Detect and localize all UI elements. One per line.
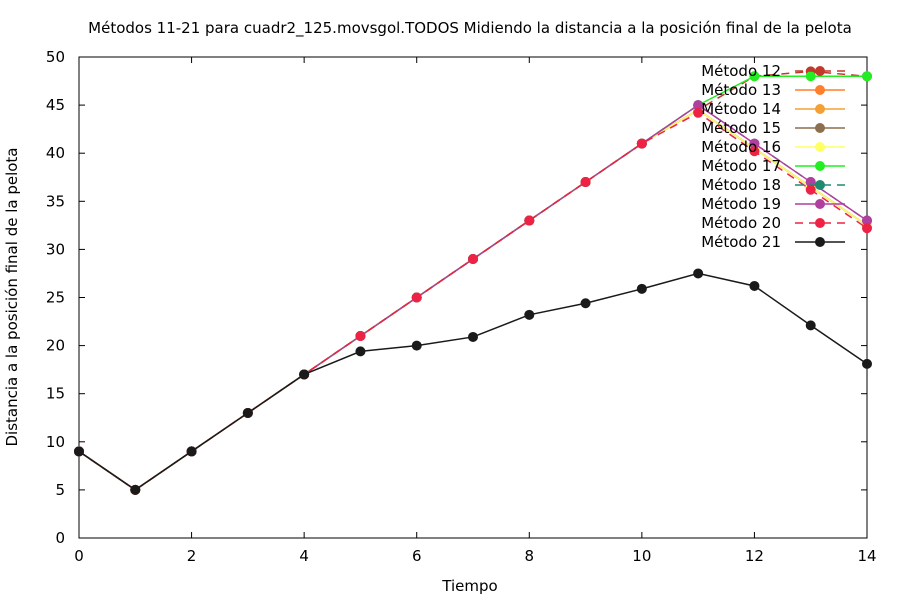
data-point bbox=[749, 146, 760, 157]
legend-label: Método 13 bbox=[701, 81, 781, 99]
y-tick-label: 20 bbox=[46, 337, 65, 355]
legend-item: Método 14 bbox=[701, 100, 845, 118]
legend-item: Método 20 bbox=[701, 214, 845, 232]
data-point bbox=[468, 331, 478, 342]
x-tick-label: 8 bbox=[525, 547, 535, 565]
y-tick-label: 10 bbox=[46, 433, 65, 451]
data-point bbox=[862, 358, 872, 369]
y-tick-label: 15 bbox=[46, 385, 65, 403]
legend-item: Método 17 bbox=[701, 157, 845, 175]
x-tick-label: 4 bbox=[299, 547, 309, 565]
legend-item: Método 19 bbox=[701, 195, 845, 213]
x-axis-ticks: 0 2 4 6 8 10 12 14 bbox=[74, 57, 877, 565]
legend-item: Método 18 bbox=[701, 176, 845, 194]
data-point bbox=[862, 71, 872, 82]
legend-item: Método 15 bbox=[701, 119, 845, 137]
legend-marker bbox=[815, 237, 825, 247]
data-point bbox=[580, 177, 591, 188]
data-point bbox=[749, 280, 760, 291]
series-line bbox=[78, 272, 868, 491]
legend-marker bbox=[815, 123, 825, 133]
x-tick-label: 10 bbox=[632, 547, 651, 565]
series-21 bbox=[74, 268, 872, 495]
data-point bbox=[186, 446, 197, 457]
legend-label: Método 18 bbox=[701, 176, 781, 194]
legend-item: Método 21 bbox=[701, 233, 845, 251]
data-point bbox=[130, 484, 141, 495]
legend-label: Método 21 bbox=[701, 233, 781, 251]
data-point bbox=[524, 215, 535, 226]
data-point bbox=[862, 215, 872, 226]
legend-item: Método 12 bbox=[701, 62, 845, 80]
data-point bbox=[693, 107, 704, 118]
data-point bbox=[636, 138, 647, 149]
legend-marker bbox=[815, 199, 825, 209]
y-axis-label: Distancia a la posición final de la pelo… bbox=[3, 147, 21, 446]
x-tick-label: 14 bbox=[857, 547, 876, 565]
legend-marker bbox=[815, 66, 825, 76]
x-axis-label: Tiempo bbox=[441, 577, 497, 595]
y-tick-label: 40 bbox=[46, 144, 65, 162]
data-point bbox=[862, 223, 872, 234]
legend-label: Método 14 bbox=[701, 100, 781, 118]
legend-label: Método 15 bbox=[701, 119, 781, 137]
data-point bbox=[805, 320, 816, 331]
legend-item: Método 16 bbox=[701, 138, 845, 156]
legend-label: Método 16 bbox=[701, 138, 781, 156]
data-point bbox=[411, 292, 422, 303]
data-point bbox=[299, 369, 310, 380]
x-tick-label: 0 bbox=[74, 547, 84, 565]
legend-marker bbox=[815, 104, 825, 114]
data-point bbox=[355, 330, 366, 341]
y-tick-label: 5 bbox=[55, 481, 65, 499]
data-point bbox=[749, 138, 760, 149]
legend-label: Método 12 bbox=[701, 62, 781, 80]
legend-item: Método 13 bbox=[701, 81, 845, 99]
y-tick-label: 45 bbox=[46, 96, 65, 114]
data-point bbox=[805, 71, 816, 82]
data-point bbox=[636, 283, 647, 294]
data-point bbox=[242, 407, 253, 418]
y-tick-label: 50 bbox=[46, 48, 65, 66]
x-tick-label: 2 bbox=[187, 547, 197, 565]
legend-label: Método 20 bbox=[701, 214, 781, 232]
chart-title: Métodos 11-21 para cuadr2_125.movsgol.TO… bbox=[88, 19, 852, 38]
y-axis-ticks: 0 5 10 15 20 25 30 35 40 45 50 bbox=[46, 48, 867, 547]
y-tick-label: 0 bbox=[55, 529, 65, 547]
legend-label: Método 17 bbox=[701, 157, 781, 175]
data-point bbox=[524, 309, 535, 320]
y-tick-label: 30 bbox=[46, 240, 65, 258]
data-point bbox=[693, 100, 704, 111]
series-group bbox=[74, 66, 872, 495]
data-point bbox=[468, 254, 478, 265]
x-tick-label: 12 bbox=[745, 547, 764, 565]
data-point bbox=[411, 340, 422, 351]
legend-marker bbox=[815, 142, 825, 152]
legend-marker bbox=[815, 85, 825, 95]
legend-marker bbox=[815, 161, 825, 171]
legend-label: Método 19 bbox=[701, 195, 781, 213]
legend-marker bbox=[815, 180, 825, 190]
data-point bbox=[355, 346, 366, 357]
x-tick-label: 6 bbox=[412, 547, 422, 565]
legend-marker bbox=[815, 218, 825, 228]
y-tick-label: 35 bbox=[46, 192, 65, 210]
data-point bbox=[580, 298, 591, 309]
y-tick-label: 25 bbox=[46, 289, 65, 307]
data-point bbox=[805, 184, 816, 195]
data-point bbox=[749, 71, 760, 82]
data-point bbox=[693, 268, 704, 279]
data-point bbox=[74, 446, 84, 457]
